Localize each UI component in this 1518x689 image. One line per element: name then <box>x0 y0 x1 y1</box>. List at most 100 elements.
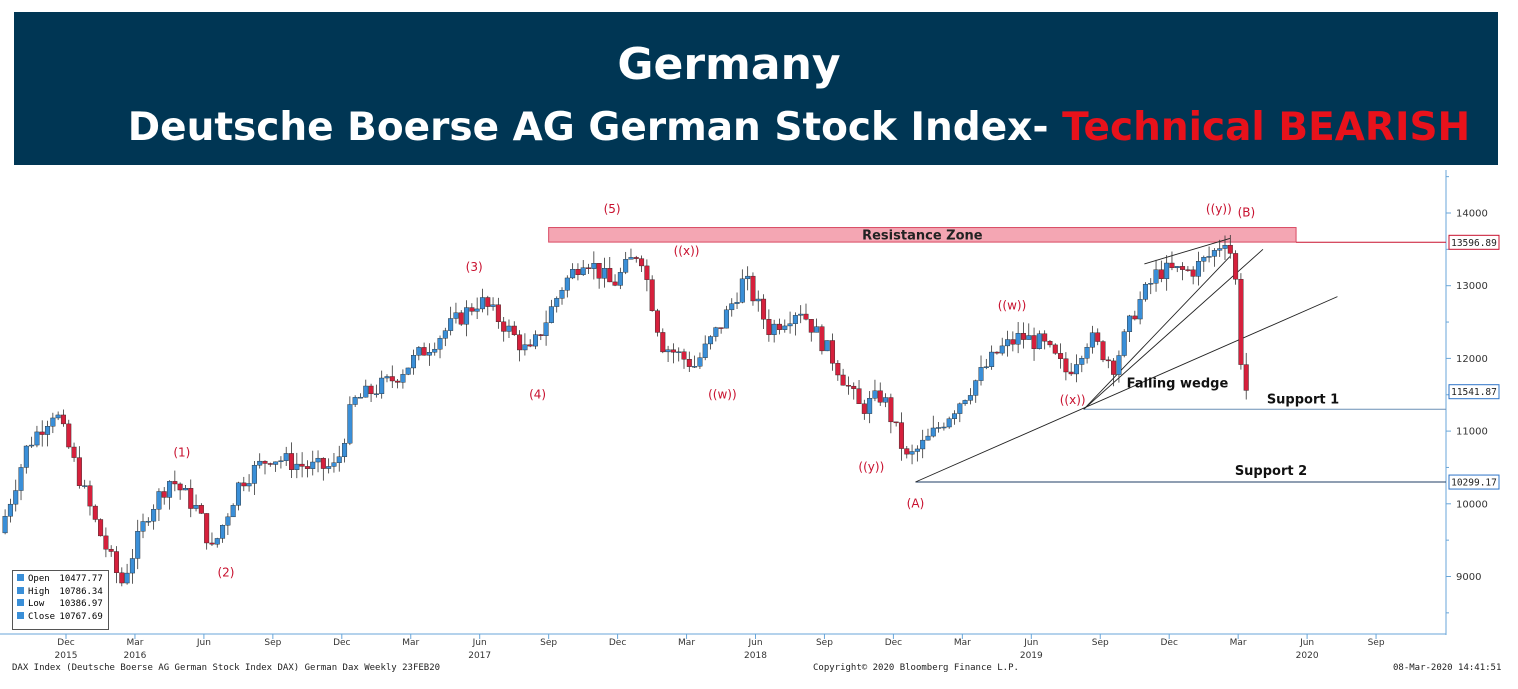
price-tag: 11541.87 <box>1448 384 1500 400</box>
candle-down <box>299 463 305 467</box>
candle-up <box>235 482 241 506</box>
candle-down <box>1068 371 1074 375</box>
candle-up <box>45 426 51 435</box>
candle-up <box>1116 355 1122 375</box>
candle-up <box>697 357 703 367</box>
candle-down <box>633 257 639 259</box>
candle-up <box>989 351 995 367</box>
dax-weekly-chart: 9000 10000 11000 12000 13000 14000 Dec Mar Jun Se… <box>0 170 1500 661</box>
trend-line <box>915 296 1338 483</box>
close-value: 10767.69 <box>59 611 103 622</box>
candle-down <box>538 334 544 336</box>
candle-up <box>1164 262 1170 279</box>
candle-down <box>670 349 676 353</box>
candle-down <box>501 321 507 332</box>
candle-up <box>283 453 289 461</box>
price-tag: 10299.17 <box>1448 474 1500 490</box>
candle-up <box>1137 299 1143 320</box>
candle-up <box>559 289 565 299</box>
candle-down <box>898 422 904 449</box>
candle-up <box>543 322 549 336</box>
x-tick-label: Jun <box>472 638 487 648</box>
resistance-zone <box>548 227 1297 243</box>
candle-up <box>580 267 586 275</box>
candle-down <box>639 258 645 267</box>
candle-up <box>745 275 751 280</box>
candle-down <box>71 446 77 458</box>
x-tick-label: Sep <box>540 638 557 648</box>
candle-down <box>660 332 666 353</box>
candle-down <box>1180 266 1186 270</box>
wave-label: ((y)) <box>858 460 884 474</box>
candle-up <box>702 343 708 358</box>
wave-label: (1) <box>173 446 190 460</box>
candle-up <box>352 397 358 405</box>
candle-up <box>734 302 740 304</box>
candle-up <box>548 306 554 323</box>
candle-up <box>405 367 411 375</box>
candle-down <box>161 491 167 498</box>
candle-down <box>888 397 894 423</box>
footer-security-description: DAX Index (Deutsche Boerse AG German Sto… <box>12 663 441 673</box>
candle-down <box>60 414 66 425</box>
x-tick-label: Dec <box>609 638 626 648</box>
candle-up <box>973 380 979 396</box>
wave-label: ((w)) <box>708 387 737 401</box>
candle-up <box>591 263 597 269</box>
candle-up <box>824 340 830 352</box>
wave-label: ((y)) <box>1206 202 1232 216</box>
candle-up <box>723 309 729 329</box>
candle-down <box>92 505 98 520</box>
candle-up <box>29 444 35 447</box>
candle-up <box>1036 333 1042 349</box>
price-tag: 13596.89 <box>1448 234 1500 250</box>
candle-down <box>1132 315 1138 320</box>
page-subtitle: Deutsche Boerse AG German Stock Index- T… <box>14 105 1518 151</box>
candle-down <box>1058 353 1064 359</box>
candle-down <box>103 535 109 550</box>
x-tick-label: Mar <box>126 638 143 648</box>
resistance-zone-label: Resistance Zone <box>862 228 983 243</box>
candle-up <box>278 460 284 463</box>
candle-down <box>904 448 910 455</box>
candle-up <box>925 435 931 441</box>
candle-up <box>1153 269 1159 284</box>
candle-down <box>1042 333 1048 342</box>
ohlc-legend-box: Open 10477.77 High 10786.34 Low 10386.97… <box>12 570 109 630</box>
candle-down <box>66 423 72 448</box>
candle-up <box>34 431 40 446</box>
candle-down <box>893 421 899 424</box>
price-tag-box <box>1448 474 1500 490</box>
x-tick-label: Sep <box>816 638 833 648</box>
support-1-label: Support 1 <box>1267 392 1339 407</box>
candle-down <box>108 548 114 552</box>
candle-up <box>7 503 13 517</box>
candle-up <box>755 298 761 302</box>
candle-up <box>294 463 300 470</box>
candle-up <box>628 257 634 260</box>
price-tag-label: 13596.89 <box>1451 238 1497 249</box>
candle-up <box>230 505 236 518</box>
candle-up <box>798 313 804 316</box>
price-tag-label: 10299.17 <box>1451 478 1497 489</box>
candle-down <box>681 351 687 360</box>
subtitle-prefix: Deutsche Boerse AG German Stock Index- <box>127 105 1063 150</box>
candle-up <box>310 461 316 469</box>
trend-line <box>1144 238 1231 265</box>
high-value: 10786.34 <box>59 586 103 597</box>
candle-up <box>336 456 342 463</box>
candle-down <box>1105 359 1111 362</box>
candle-up <box>872 390 878 399</box>
open-value: 10477.77 <box>59 574 103 584</box>
falling-wedge-label: Falling wedge <box>1127 376 1229 391</box>
candle-up <box>1148 283 1154 285</box>
footer-copyright: Copyright© 2020 Bloomberg Finance L.P. <box>813 663 1019 673</box>
x-tick-label: Jun <box>1299 638 1314 648</box>
candle-down <box>840 374 846 386</box>
candle-up <box>941 426 947 429</box>
y-tick-label: 13000 <box>1456 281 1488 292</box>
candle-up <box>129 558 135 574</box>
candle-up <box>1015 333 1021 345</box>
year-label: 2015 <box>55 651 78 661</box>
candle-up <box>257 460 263 466</box>
